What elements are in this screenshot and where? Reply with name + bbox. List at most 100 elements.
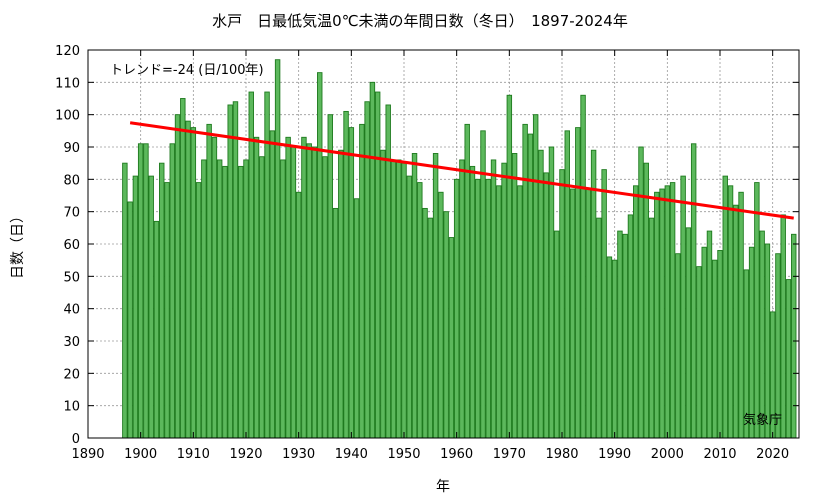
bar-1940 (348, 127, 355, 439)
bar-1946 (380, 149, 386, 439)
bar-1971 (511, 153, 518, 439)
bar-1917 (227, 104, 233, 439)
y-tick-label: 0 (72, 432, 80, 447)
x-tick-label: 1890 (71, 447, 104, 462)
chart-title: 水戸 日最低気温0℃未満の年間日数（冬日） 1897-2024年 (212, 12, 628, 30)
bar-1945 (374, 91, 381, 439)
x-tick-label: 1950 (387, 447, 420, 462)
bar-2023 (785, 279, 792, 439)
bar-1978 (548, 146, 555, 439)
bar-1953 (417, 182, 423, 439)
bar-1969 (501, 162, 507, 439)
bar-1965 (480, 130, 486, 439)
bar-2005 (690, 143, 697, 439)
bar-1911 (195, 182, 202, 439)
bar-1916 (222, 165, 228, 439)
bar-1988 (601, 169, 607, 439)
credit-label: 気象庁 (743, 412, 782, 428)
bar-1989 (606, 256, 613, 439)
bar-2018 (759, 230, 765, 439)
bar-1923 (259, 156, 265, 439)
bar-1979 (554, 230, 560, 439)
bar-1993 (627, 214, 634, 439)
bar-1929 (290, 146, 297, 439)
y-tick-label: 80 (63, 173, 80, 188)
bar-2006 (696, 266, 702, 439)
bar-1921 (248, 91, 254, 439)
bar-1976 (538, 149, 544, 439)
bar-1925 (269, 130, 276, 439)
y-tick-label: 50 (63, 270, 80, 285)
bar-1932 (306, 143, 312, 439)
bar-1910 (190, 127, 197, 439)
y-axis: 0 10 20 30 40 50 60 70 80 90 100 110 120 (55, 44, 799, 447)
bar-1981 (564, 130, 570, 439)
bar-1947 (385, 104, 391, 439)
bar-2001 (669, 182, 676, 439)
y-tick-label: 40 (63, 303, 80, 318)
bars (122, 59, 797, 439)
bar-1934 (317, 72, 323, 439)
bar-1901 (143, 143, 149, 439)
bar-1943 (364, 101, 370, 439)
y-tick-label: 120 (55, 44, 80, 59)
x-tick-label: 2000 (651, 447, 684, 462)
bar-1898 (127, 201, 133, 439)
bar-1987 (596, 217, 602, 439)
bar-1939 (343, 110, 349, 439)
bar-1991 (617, 230, 623, 439)
bar-2024 (791, 233, 797, 439)
bar-1994 (633, 185, 639, 439)
bar-2014 (738, 191, 744, 439)
bar-1915 (216, 159, 223, 439)
bar-2022 (780, 214, 786, 439)
bar-1920 (243, 159, 249, 439)
bar-1950 (401, 162, 407, 439)
bar-1949 (396, 159, 402, 439)
bar-1973 (522, 123, 528, 439)
bar-1952 (411, 153, 418, 439)
y-tick-label: 60 (63, 238, 80, 253)
bar-2019 (764, 243, 771, 439)
y-tick-label: 10 (63, 400, 80, 415)
bar-1983 (575, 127, 581, 439)
bar-1931 (301, 136, 307, 439)
y-tick-label: 70 (63, 206, 80, 221)
bar-1986 (590, 149, 597, 439)
bar-1967 (490, 159, 497, 439)
bar-1990 (611, 259, 618, 439)
x-axis-label: 年 (436, 479, 450, 495)
bar-2002 (675, 253, 681, 439)
bar-2016 (748, 246, 755, 439)
bar-1913 (206, 123, 212, 439)
bar-1922 (253, 136, 260, 439)
bar-1919 (238, 165, 244, 439)
bar-1975 (532, 114, 539, 439)
bar-1904 (159, 162, 165, 439)
bar-1899 (132, 175, 139, 439)
bar-2010 (717, 250, 723, 439)
y-tick-label: 110 (55, 76, 80, 91)
x-tick-label: 1920 (229, 447, 262, 462)
bar-1964 (475, 178, 481, 439)
bar-1960 (453, 178, 460, 439)
bar-1909 (185, 120, 191, 439)
y-tick-label: 100 (55, 109, 80, 124)
bar-1905 (164, 182, 170, 439)
bar-1930 (295, 191, 302, 439)
bar-1963 (469, 165, 476, 439)
bar-2007 (701, 246, 707, 439)
trend-annotation: トレンド=-24 (日/100年) (110, 63, 264, 78)
bar-1933 (311, 146, 318, 439)
y-tick-label: 30 (63, 335, 80, 350)
bar-1995 (638, 146, 644, 439)
bar-1912 (201, 159, 207, 439)
x-tick-label: 1980 (545, 447, 578, 462)
bar-2021 (775, 253, 781, 439)
bar-1982 (569, 188, 576, 439)
bar-1961 (459, 159, 465, 439)
bar-1907 (174, 114, 181, 439)
x-tick-label: 2010 (703, 447, 736, 462)
bar-2017 (754, 182, 760, 439)
